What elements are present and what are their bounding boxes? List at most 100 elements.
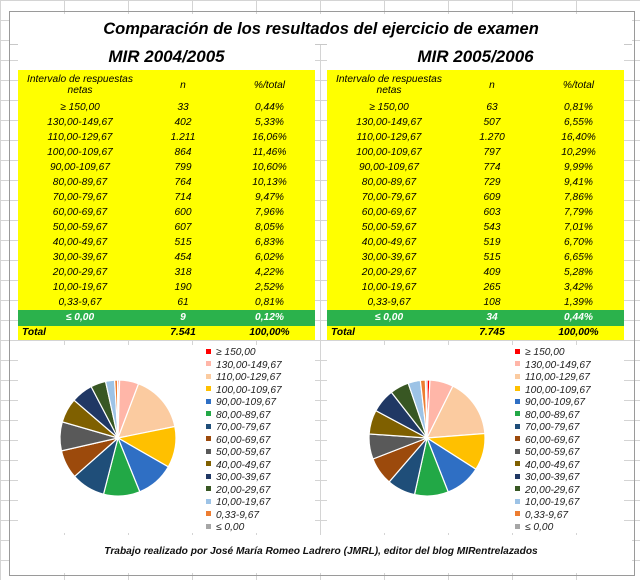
cell-pct: 7,79% bbox=[533, 205, 624, 220]
panel-title: MIR 2005/2006 bbox=[327, 44, 624, 70]
cell-interval: 130,00-149,67 bbox=[327, 115, 451, 130]
cell-interval: ≤ 0,00 bbox=[327, 310, 451, 326]
cell-pct: 1,39% bbox=[533, 295, 624, 310]
table-row: 40,00-49,67 515 6,83% bbox=[18, 235, 315, 250]
table-row: 130,00-149,67 402 5,33% bbox=[18, 115, 315, 130]
cell-n: 603 bbox=[451, 205, 533, 220]
cell-pct: 11,46% bbox=[224, 145, 315, 160]
legend-swatch bbox=[206, 398, 211, 404]
cell-n: 543 bbox=[451, 220, 533, 235]
cell-n: 797 bbox=[451, 145, 533, 160]
legend-item: ≤ 0,00 bbox=[206, 522, 316, 535]
legend-item: 10,00-19,67 bbox=[206, 497, 316, 510]
legend-swatch bbox=[206, 386, 211, 392]
total-label: Total bbox=[18, 326, 142, 340]
legend-item: 70,00-79,67 bbox=[515, 422, 625, 435]
cell-interval: 40,00-49,67 bbox=[18, 235, 142, 250]
legend-item: 20,00-29,67 bbox=[206, 485, 316, 498]
legend-swatch bbox=[206, 423, 211, 429]
results-table: Intervalo de respuestas netas n %/total ≥ 1… bbox=[327, 70, 624, 340]
table-row: 30,00-39,67 454 6,02% bbox=[18, 250, 315, 265]
legend-item: 80,00-89,67 bbox=[206, 410, 316, 423]
header-pct: %/total bbox=[224, 70, 315, 100]
header-pct: %/total bbox=[533, 70, 624, 100]
cell-pct: 9,99% bbox=[533, 160, 624, 175]
legend-swatch bbox=[206, 436, 211, 442]
cell-interval: 0,33-9,67 bbox=[18, 295, 142, 310]
legend-swatch bbox=[515, 386, 520, 392]
legend-item: 60,00-69,67 bbox=[515, 435, 625, 448]
legend-label: 60,00-69,67 bbox=[216, 434, 271, 446]
cell-pct: 6,83% bbox=[224, 235, 315, 250]
legend-label: ≤ 0,00 bbox=[525, 522, 554, 533]
cell-interval: 60,00-69,67 bbox=[18, 205, 142, 220]
cell-n: 864 bbox=[142, 145, 224, 160]
chart-legend: ≥ 150,00 130,00-149,67 110,00-129,67 100,00… bbox=[206, 347, 316, 535]
cell-n: 600 bbox=[142, 205, 224, 220]
total-n: 7.745 bbox=[451, 326, 533, 340]
legend-swatch bbox=[515, 423, 520, 429]
table-row: 80,00-89,67 729 9,41% bbox=[327, 175, 624, 190]
cell-n: 515 bbox=[142, 235, 224, 250]
table-row: 70,00-79,67 609 7,86% bbox=[327, 190, 624, 205]
header-interval: Intervalo de respuestas netas bbox=[18, 70, 142, 100]
pie-slice bbox=[425, 385, 486, 439]
cell-n: 318 bbox=[142, 265, 224, 280]
cell-interval: 10,00-19,67 bbox=[327, 280, 451, 295]
legend-label: 50,00-59,67 bbox=[525, 447, 580, 458]
cell-interval: ≥ 150,00 bbox=[327, 100, 451, 115]
cell-pct: 16,40% bbox=[533, 130, 624, 145]
cell-interval: 110,00-129,67 bbox=[18, 130, 142, 145]
legend-item: 80,00-89,67 bbox=[515, 410, 625, 423]
legend-label: 100,00-109,67 bbox=[525, 384, 591, 396]
legend-item: 0,33-9,67 bbox=[206, 510, 316, 523]
table-row: 0,33-9,67 108 1,39% bbox=[327, 295, 624, 310]
cell-pct: 0,81% bbox=[533, 100, 624, 115]
cell-interval: 110,00-129,67 bbox=[327, 130, 451, 145]
cell-n: 409 bbox=[451, 265, 533, 280]
legend-item: ≥ 150,00 bbox=[515, 347, 625, 360]
cell-pct: 9,47% bbox=[224, 190, 315, 205]
cell-pct: 5,28% bbox=[533, 265, 624, 280]
table-row: 20,00-29,67 318 4,22% bbox=[18, 265, 315, 280]
cell-pct: 5,33% bbox=[224, 115, 315, 130]
header-n: n bbox=[451, 70, 533, 100]
cell-pct: 6,65% bbox=[533, 250, 624, 265]
cell-n: 33 bbox=[142, 100, 224, 115]
cell-n: 799 bbox=[142, 160, 224, 175]
legend-label: ≥ 150,00 bbox=[216, 347, 256, 358]
cell-n: 607 bbox=[142, 220, 224, 235]
legend-item: 100,00-109,67 bbox=[515, 385, 625, 398]
legend-item: 20,00-29,67 bbox=[515, 485, 625, 498]
legend-label: 20,00-29,67 bbox=[525, 484, 580, 496]
total-pct: 100,00% bbox=[533, 326, 624, 340]
legend-label: 50,00-59,67 bbox=[216, 447, 271, 458]
table-row: 100,00-109,67 864 11,46% bbox=[18, 145, 315, 160]
legend-label: 90,00-109,67 bbox=[216, 397, 277, 408]
cell-interval: 0,33-9,67 bbox=[327, 295, 451, 310]
cell-pct: 7,96% bbox=[224, 205, 315, 220]
cell-n: 609 bbox=[451, 190, 533, 205]
legend-item: 30,00-39,67 bbox=[515, 472, 625, 485]
cell-n: 34 bbox=[451, 310, 533, 326]
table-row: 90,00-109,67 799 10,60% bbox=[18, 160, 315, 175]
cell-interval: 70,00-79,67 bbox=[327, 190, 451, 205]
legend-label: 40,00-49,67 bbox=[216, 459, 271, 471]
cell-n: 507 bbox=[451, 115, 533, 130]
legend-item: ≥ 150,00 bbox=[206, 347, 316, 360]
cell-interval: 90,00-109,67 bbox=[327, 160, 451, 175]
cell-pct: 16,06% bbox=[224, 130, 315, 145]
legend-swatch bbox=[206, 348, 211, 354]
total-n: 7.541 bbox=[142, 326, 224, 340]
table-row: ≥ 150,00 63 0,81% bbox=[327, 100, 624, 115]
table-row: 10,00-19,67 190 2,52% bbox=[18, 280, 315, 295]
cell-pct: 8,05% bbox=[224, 220, 315, 235]
cell-n: 1.270 bbox=[451, 130, 533, 145]
legend-label: 90,00-109,67 bbox=[525, 397, 586, 408]
cell-interval: 50,00-59,67 bbox=[18, 220, 142, 235]
cell-interval: 100,00-109,67 bbox=[327, 145, 451, 160]
panel-mir-2004-2005: MIR 2004/2005 Intervalo de respuestas ne… bbox=[18, 44, 315, 340]
cell-pct: 7,86% bbox=[533, 190, 624, 205]
legend-item: 90,00-109,67 bbox=[515, 397, 625, 410]
cell-interval: 30,00-39,67 bbox=[327, 250, 451, 265]
